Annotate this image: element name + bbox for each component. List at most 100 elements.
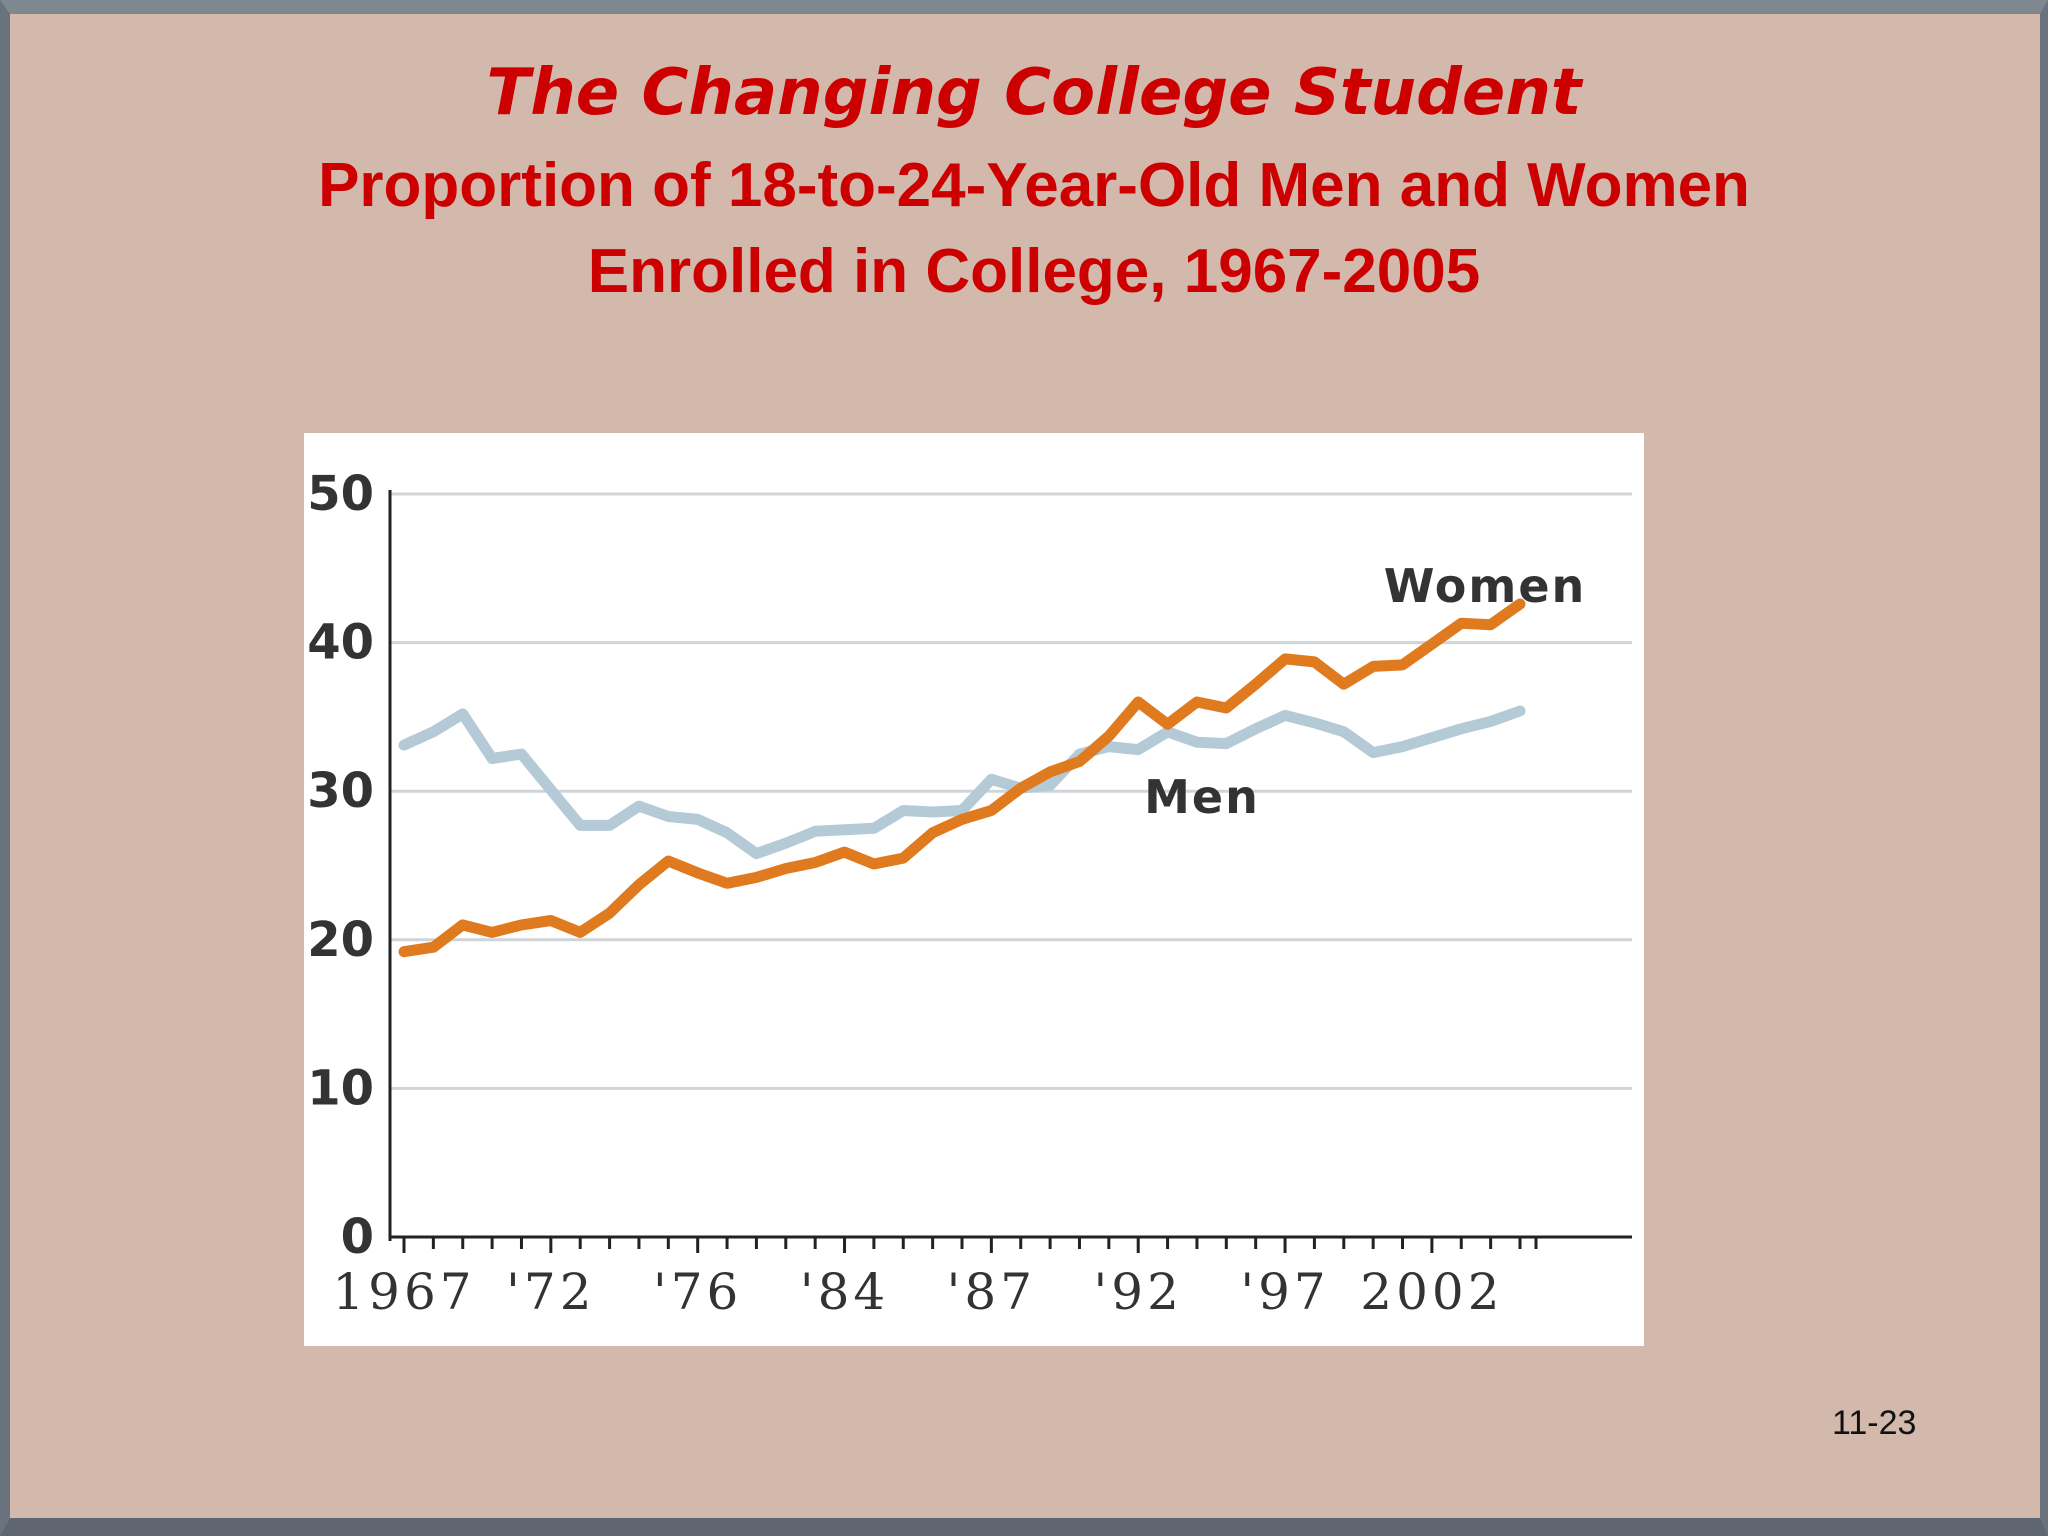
- data-point-men: [1105, 743, 1112, 750]
- data-point-women: [1428, 641, 1435, 648]
- x-tick-label: '97: [1240, 1263, 1329, 1321]
- x-tick-label: '76: [653, 1263, 742, 1321]
- data-point-women: [1458, 620, 1465, 627]
- data-point-women: [459, 921, 466, 928]
- data-point-men: [1370, 749, 1377, 756]
- data-point-men: [1223, 740, 1230, 747]
- data-point-women: [1223, 704, 1230, 711]
- data-point-women: [1517, 600, 1523, 607]
- data-point-women: [518, 921, 525, 928]
- data-point-men: [401, 742, 407, 749]
- data-point-men: [959, 807, 965, 814]
- data-point-women: [635, 881, 642, 888]
- data-point-women: [959, 816, 965, 823]
- data-point-women: [665, 858, 672, 865]
- data-point-men: [1135, 746, 1142, 753]
- y-tick-label: 20: [307, 912, 374, 968]
- data-point-women: [1252, 681, 1259, 688]
- data-point-men: [694, 816, 701, 823]
- data-point-men: [518, 751, 525, 758]
- data-point-men: [1252, 725, 1259, 732]
- chart-title-line2: Enrolled in College, 1967-2005: [587, 237, 1481, 306]
- x-tick-label: 2002: [1360, 1263, 1503, 1321]
- data-point-women: [900, 855, 907, 862]
- data-point-men: [1487, 718, 1494, 725]
- data-point-men: [547, 786, 554, 793]
- y-tick-label: 40: [307, 615, 374, 671]
- data-point-men: [929, 809, 936, 816]
- x-tick-label: '72: [506, 1263, 595, 1321]
- data-point-men: [1399, 743, 1406, 750]
- y-tick-label: 50: [307, 466, 374, 522]
- series-label-women: Women: [1384, 559, 1587, 613]
- data-point-men: [870, 825, 877, 832]
- data-point-men: [1311, 719, 1318, 726]
- x-tick-label: '84: [800, 1263, 889, 1321]
- data-point-men: [1047, 782, 1054, 789]
- data-point-women: [1487, 621, 1494, 628]
- data-point-women: [1282, 655, 1289, 662]
- line-chart: 0 10 20 30 40 50 1967 '72 '76 '84 '87 '92 '97 2002 Wom…: [307, 466, 1632, 1321]
- data-point-women: [812, 859, 819, 866]
- data-point-men: [812, 828, 819, 835]
- series-line-women: [398, 598, 1526, 958]
- data-point-women: [1311, 658, 1318, 665]
- data-point-men: [1282, 712, 1289, 719]
- data-point-women: [1164, 721, 1171, 728]
- data-point-women: [1370, 663, 1377, 670]
- x-tick-label: '92: [1094, 1263, 1183, 1321]
- data-point-men: [489, 755, 496, 762]
- data-point-women: [841, 849, 848, 856]
- data-point-men: [577, 822, 584, 829]
- data-point-men: [753, 850, 760, 857]
- data-point-women: [929, 829, 936, 836]
- data-point-men: [459, 710, 466, 717]
- x-tick-label: 1967: [332, 1263, 475, 1321]
- data-point-men: [900, 807, 907, 814]
- data-point-women: [1076, 758, 1083, 765]
- data-point-men: [1428, 734, 1435, 741]
- data-point-men: [782, 840, 789, 847]
- data-point-men: [1193, 739, 1200, 746]
- data-point-women: [577, 929, 584, 936]
- chart-panel: 0 10 20 30 40 50 1967 '72 '76 '84 '87 '92 '97 2002 Wom…: [304, 433, 1644, 1346]
- y-tick-label: 30: [307, 763, 374, 819]
- data-point-women: [547, 917, 554, 924]
- data-point-women: [1047, 768, 1054, 775]
- data-point-men: [988, 776, 995, 783]
- data-point-women: [606, 910, 613, 917]
- data-point-men: [430, 728, 437, 735]
- chart-title-line1: Proportion of 18-to-24-Year-Old Men and …: [318, 151, 1750, 220]
- data-point-men: [724, 829, 731, 836]
- x-tick-label: '87: [947, 1263, 1036, 1321]
- data-point-women: [1105, 733, 1112, 740]
- data-point-women: [1135, 699, 1142, 706]
- data-point-men: [841, 826, 848, 833]
- data-point-women: [1399, 661, 1406, 668]
- data-point-men: [1517, 707, 1523, 714]
- data-point-women: [401, 948, 407, 955]
- data-point-women: [1017, 785, 1024, 792]
- data-point-women: [430, 944, 437, 951]
- data-point-men: [665, 813, 672, 820]
- data-point-women: [988, 807, 995, 814]
- slide-title: The Changing College Student: [486, 56, 1582, 130]
- series-line-men: [398, 705, 1526, 860]
- slide-number: 11-23: [1832, 1404, 1917, 1442]
- data-point-men: [635, 803, 642, 810]
- data-point-women: [694, 869, 701, 876]
- data-point-women: [753, 874, 760, 881]
- data-point-men: [1164, 728, 1171, 735]
- data-point-women: [1193, 699, 1200, 706]
- y-tick-label: 0: [341, 1209, 374, 1265]
- data-point-men: [1458, 725, 1465, 732]
- data-point-women: [782, 865, 789, 872]
- data-point-men: [1340, 728, 1347, 735]
- data-point-women: [870, 861, 877, 868]
- data-point-men: [606, 822, 613, 829]
- series-label-men: Men: [1144, 770, 1260, 824]
- y-tick-label: 10: [307, 1060, 374, 1116]
- data-point-women: [1340, 681, 1347, 688]
- data-point-women: [489, 929, 496, 936]
